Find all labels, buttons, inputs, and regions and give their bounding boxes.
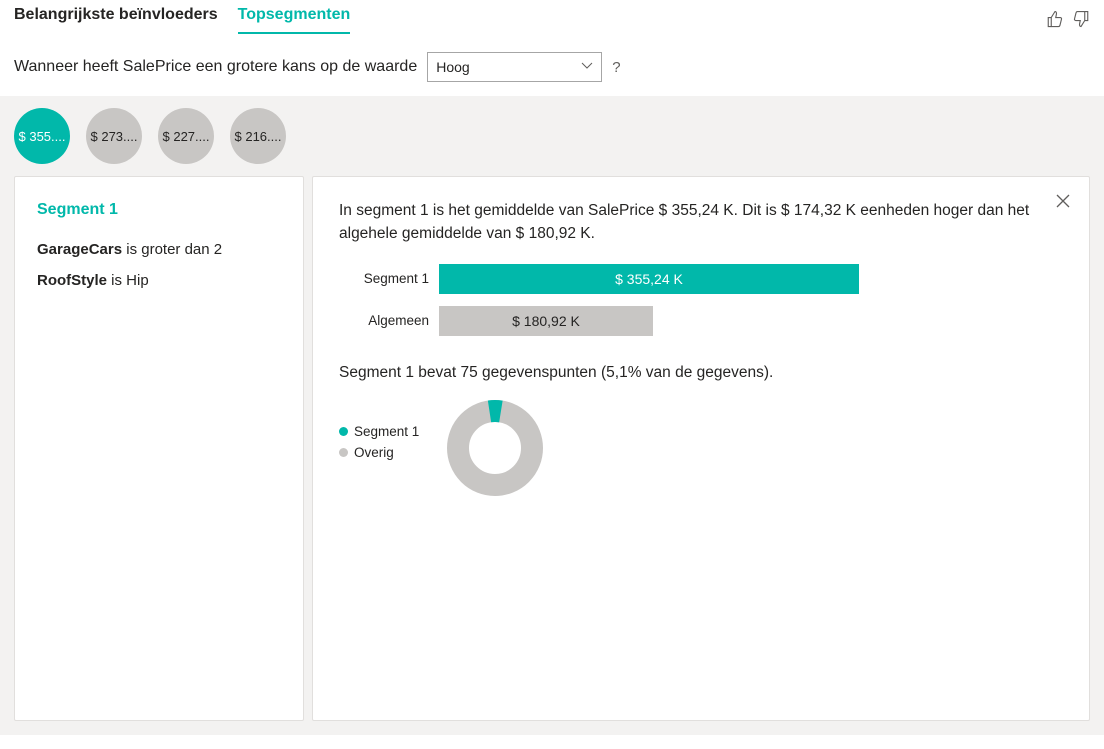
thumbs-down-icon[interactable] <box>1072 10 1090 31</box>
legend-dot-icon <box>339 427 348 436</box>
legend-label: Overig <box>354 445 394 460</box>
dropdown-value: Hoog <box>436 59 469 75</box>
segment-circle-1[interactable]: $ 273.... <box>86 108 142 164</box>
segment-circle-0[interactable]: $ 355.... <box>14 108 70 164</box>
legend-dot-icon <box>339 448 348 457</box>
segment-circles: $ 355.... $ 273.... $ 227.... $ 216.... <box>0 96 1104 176</box>
legend-item-1: Overig <box>339 445 419 460</box>
tab-0[interactable]: Belangrijkste beïnvloeders <box>14 6 218 34</box>
comparison-bars: Segment 1$ 355,24 K Algemeen$ 180,92 K <box>339 264 1063 336</box>
question-row: Wanneer heeft SalePrice een grotere kans… <box>0 34 1104 96</box>
segment-circle-2[interactable]: $ 227.... <box>158 108 214 164</box>
bar-row-1: Algemeen$ 180,92 K <box>339 306 1063 336</box>
bar-value: $ 180,92 K <box>439 306 653 336</box>
segment-circle-3[interactable]: $ 216.... <box>230 108 286 164</box>
value-dropdown[interactable]: Hoog <box>427 52 602 82</box>
bar-row-0: Segment 1$ 355,24 K <box>339 264 1063 294</box>
condition-0: GarageCars is groter dan 2 <box>37 241 281 258</box>
count-text: Segment 1 bevat 75 gegevenspunten (5,1% … <box>339 364 1063 382</box>
summary-text: In segment 1 is het gemiddelde van SaleP… <box>339 199 1049 246</box>
legend-item-0: Segment 1 <box>339 424 419 439</box>
segment-detail-panel: In segment 1 is het gemiddelde van SaleP… <box>312 176 1090 721</box>
thumbs-up-icon[interactable] <box>1046 10 1064 31</box>
close-button[interactable] <box>1055 193 1071 212</box>
segment-conditions-panel: Segment 1 GarageCars is groter dan 2 Roof… <box>14 176 304 721</box>
condition-1: RoofStyle is Hip <box>37 272 281 289</box>
donut-chart <box>447 400 543 499</box>
feedback-buttons <box>1046 10 1090 31</box>
segment-title: Segment 1 <box>37 201 281 219</box>
question-suffix: ? <box>612 59 620 76</box>
tabs: Belangrijkste beïnvloeders Topsegmenten <box>14 6 350 34</box>
bar-value: $ 355,24 K <box>439 264 859 294</box>
chevron-down-icon <box>581 59 593 75</box>
legend-label: Segment 1 <box>354 424 419 439</box>
question-prefix: Wanneer heeft SalePrice een grotere kans… <box>14 58 417 76</box>
donut-legend: Segment 1 Overig <box>339 400 419 460</box>
bar-label: Algemeen <box>339 313 439 328</box>
tab-1[interactable]: Topsegmenten <box>238 6 351 34</box>
bar-label: Segment 1 <box>339 271 439 286</box>
